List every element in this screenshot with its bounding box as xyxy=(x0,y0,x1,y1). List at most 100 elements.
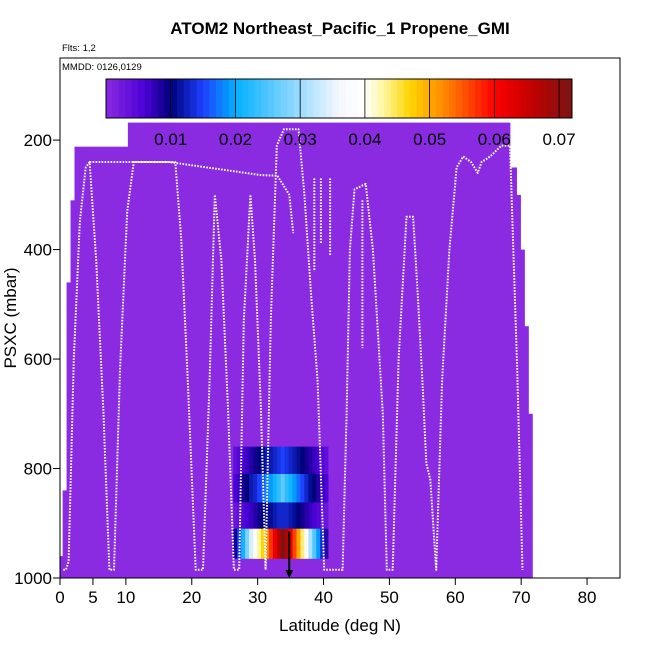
x-tick-label: 30 xyxy=(248,588,267,607)
heatmap-cell xyxy=(280,446,285,474)
colorbar-bin xyxy=(403,79,411,118)
colorbar-bin xyxy=(552,79,560,118)
colorbar-bin xyxy=(358,79,366,118)
colorbar-bin xyxy=(351,79,359,118)
heatmap-cell xyxy=(276,474,282,503)
x-tick-label: 60 xyxy=(446,588,465,607)
colorbar-bin xyxy=(306,79,314,118)
background-column xyxy=(516,194,521,578)
heatmap-cell xyxy=(308,446,313,474)
subtitle-flights: Flts: 1,2 xyxy=(62,43,96,54)
heatmap-cell xyxy=(284,446,289,474)
colorbar-bin xyxy=(455,79,463,118)
heatmap-cell xyxy=(249,474,254,503)
colorbar-bin xyxy=(125,79,133,118)
colorbar-bin xyxy=(487,79,495,118)
colorbar-bin xyxy=(177,79,185,118)
colorbar-bin xyxy=(533,79,541,118)
heatmap-cell xyxy=(312,528,317,559)
colorbar-bin xyxy=(546,79,553,118)
heatmap-cell xyxy=(268,502,274,529)
colorbar-tick-label: 0.02 xyxy=(219,130,252,149)
colorbar-tick-label: 0.05 xyxy=(413,130,446,149)
colorbar-bin xyxy=(371,79,379,118)
colorbar-tick-label: 0.03 xyxy=(284,130,317,149)
heatmap-cell xyxy=(304,502,309,529)
heatmap-cell xyxy=(253,446,258,474)
colorbar-bin xyxy=(494,79,502,118)
colorbar-bin xyxy=(293,79,301,118)
colorbar-bin xyxy=(319,79,327,118)
heatmap-cell xyxy=(292,446,297,474)
heatmap-cell xyxy=(253,474,258,503)
x-axis-label: Latitude (deg N) xyxy=(279,616,401,635)
colorbar-bin xyxy=(280,79,288,118)
heatmap-cell xyxy=(300,528,305,559)
colorbar-bin xyxy=(520,79,528,118)
colorbar-bin xyxy=(559,79,566,118)
heatmap-cell xyxy=(245,502,250,529)
colorbar-bin xyxy=(377,79,385,118)
heatmap-cell xyxy=(276,502,282,529)
flight-track-line xyxy=(63,128,524,571)
colorbar-bin xyxy=(228,79,236,118)
x-tick-label: 40 xyxy=(314,588,333,607)
chart-title: ATOM2 Northeast_Pacific_1 Propene_GMI xyxy=(170,19,509,38)
heatmap-cell xyxy=(241,446,246,474)
position-arrow-head xyxy=(285,570,294,578)
axes: 0 5 10 20 30 40 50 60 70 80 200 400 600 800 1000 xyxy=(14,57,621,607)
heatmap-cell xyxy=(316,446,321,474)
colorbar-bin xyxy=(144,79,152,118)
heatmap-cell xyxy=(288,446,293,474)
colorbar-bin xyxy=(190,79,198,118)
colorbar-bin xyxy=(274,79,282,118)
heatmap-cell xyxy=(316,474,321,503)
colorbar-bin xyxy=(235,79,243,118)
heatmap-cell xyxy=(256,528,262,559)
heatmap-cell xyxy=(320,474,325,503)
colorbar-bin xyxy=(151,79,159,118)
heatmap-cell xyxy=(260,528,266,559)
colorbar-bin xyxy=(384,79,392,118)
heatmap-cell xyxy=(260,502,266,529)
x-tick-label: 0 xyxy=(55,588,64,607)
heatmap-cell xyxy=(272,446,278,474)
heatmap-cell xyxy=(296,446,301,474)
colorbar-bin xyxy=(526,79,534,118)
background-column xyxy=(62,490,67,578)
heatmap-cell xyxy=(300,446,305,474)
heatmap-cell xyxy=(233,502,238,529)
colorbar-bin xyxy=(203,79,210,118)
x-tick-label: 20 xyxy=(182,588,201,607)
colorbar-bin xyxy=(449,79,456,118)
heatmap-cell xyxy=(312,502,317,529)
heatmap-cell xyxy=(233,528,238,559)
colorbar-bin xyxy=(241,79,249,118)
colorbar-bin xyxy=(254,79,262,118)
heatmap-cell xyxy=(245,528,250,559)
y-tick-label: 1000 xyxy=(14,569,52,588)
heatmap-cell xyxy=(292,528,297,559)
colorbar-bin xyxy=(481,79,489,118)
background-column xyxy=(509,167,517,578)
heatmap-cell xyxy=(268,528,274,559)
colorbar-bin xyxy=(461,79,469,118)
colorbar-bin xyxy=(565,79,573,118)
heatmap-cell xyxy=(276,446,282,474)
heatmap-cell xyxy=(320,528,325,559)
colorbar-bin xyxy=(500,79,508,118)
heatmap-cell xyxy=(292,502,297,529)
heatmap-cell xyxy=(272,528,278,559)
colorbar-bin xyxy=(183,79,191,118)
heatmap-cell xyxy=(237,446,242,474)
colorbar-bin xyxy=(507,79,515,118)
heatmap-cell xyxy=(312,446,317,474)
heatmap-cell xyxy=(324,502,329,529)
background-column xyxy=(66,282,71,578)
heatmap-cell xyxy=(276,528,282,559)
colorbar-bin xyxy=(118,79,126,118)
colorbar-bin xyxy=(112,79,120,118)
plot-frame xyxy=(59,57,621,579)
colorbar-bin xyxy=(442,79,450,118)
heatmap-cell xyxy=(324,446,329,474)
